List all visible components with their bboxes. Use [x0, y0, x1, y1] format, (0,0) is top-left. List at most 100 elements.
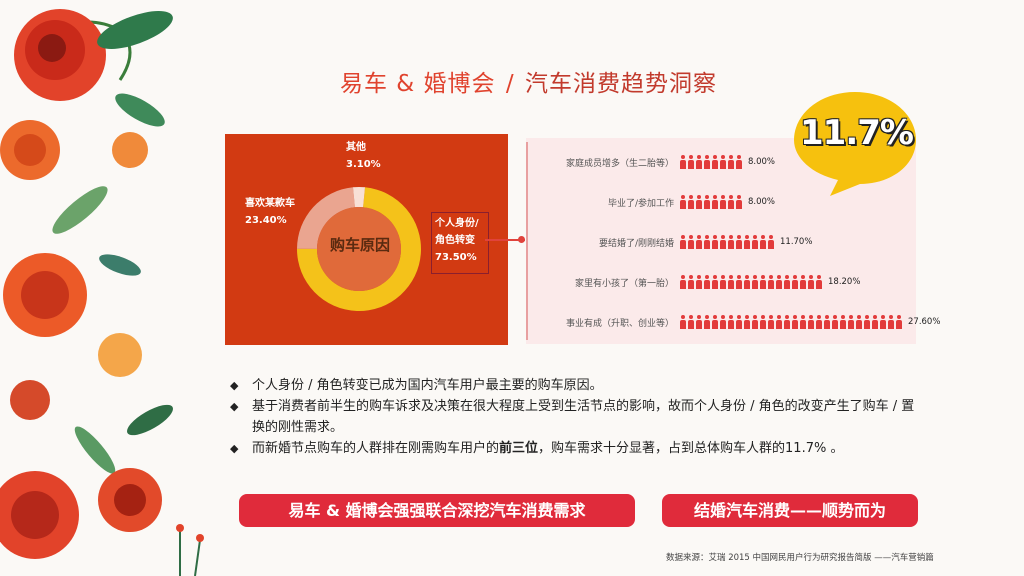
person-icon: [720, 235, 726, 249]
person-icon: [688, 155, 694, 169]
label-identity: 个人身份/ 角色转变 73.50%: [435, 215, 479, 266]
label-like: 喜欢某款车 23.40%: [245, 195, 295, 229]
person-icon: [712, 235, 718, 249]
person-icon: [736, 315, 742, 329]
person-icon: [712, 155, 718, 169]
life-event-label: 毕业了/参加工作: [607, 198, 674, 209]
panel-divider: [526, 142, 528, 340]
person-icon: [768, 235, 774, 249]
person-icon: [864, 315, 870, 329]
bullet-text-1: 个人身份 / 角色转变已成为国内汽车用户最主要的购车原因。: [252, 378, 603, 393]
life-event-row: 家里有小孩了（第一胎） 18.20%: [534, 272, 860, 292]
person-icon: [696, 275, 702, 289]
person-icon: [704, 195, 710, 209]
person-icon: [704, 275, 710, 289]
person-icon: [704, 315, 710, 329]
person-icon: [840, 315, 846, 329]
person-icon: [816, 315, 822, 329]
person-icon: [720, 315, 726, 329]
person-icon: [712, 275, 718, 289]
person-icon: [752, 235, 758, 249]
person-icon: [736, 275, 742, 289]
label-like-value: 23.40%: [245, 215, 287, 226]
person-icon: [728, 235, 734, 249]
life-event-label: 要结婚了/刚刚结婚: [598, 238, 674, 249]
life-event-value: 18.20%: [828, 277, 861, 287]
person-icon: [704, 235, 710, 249]
person-icon: [760, 275, 766, 289]
bubble-value: 11.7%: [800, 113, 914, 153]
person-icon: [792, 275, 798, 289]
life-event-row: 毕业了/参加工作 8.00%: [534, 192, 775, 212]
person-icon: [896, 315, 902, 329]
person-icon: [808, 275, 814, 289]
person-icon: [736, 195, 742, 209]
person-icon: [720, 195, 726, 209]
life-event-label: 家庭成员增多（生二胎等）: [565, 158, 674, 169]
person-icon: [688, 235, 694, 249]
person-icon: [680, 195, 686, 209]
title-brand: 易车 & 婚博会: [340, 71, 496, 97]
bullet-3-post: ，购车需求十分显著，占到总体购车人群的11.7% 。: [538, 441, 844, 456]
diamond-icon: ◆: [230, 442, 239, 455]
life-event-label: 事业有成（升职、创业等）: [565, 318, 674, 329]
person-icon: [752, 275, 758, 289]
person-icon: [744, 275, 750, 289]
person-icon-group: [680, 155, 742, 169]
title-slash: /: [505, 71, 515, 97]
person-icon: [808, 315, 814, 329]
person-icon: [856, 315, 862, 329]
donut-slice-0: [297, 187, 421, 311]
person-icon: [728, 155, 734, 169]
bullet-list: ◆ 个人身份 / 角色转变已成为国内汽车用户最主要的购车原因。 ◆ 基于消费者前…: [230, 375, 920, 459]
person-icon: [816, 275, 822, 289]
person-icon: [680, 315, 686, 329]
label-identity-name2: 角色转变: [435, 235, 475, 246]
person-icon: [824, 315, 830, 329]
donut-hole: [317, 207, 401, 291]
bullet-item: ◆ 而新婚节点购车的人群排在刚需购车用户的前三位，购车需求十分显著，占到总体购车…: [230, 438, 920, 459]
label-other-value: 3.10%: [346, 159, 381, 170]
person-icon-group: [680, 235, 774, 249]
purchase-reason-donut: [297, 187, 421, 311]
person-icon: [760, 315, 766, 329]
person-icon: [696, 155, 702, 169]
person-icon: [704, 155, 710, 169]
purchase-reason-panel: 购车原因 其他 3.10% 喜欢某款车 23.40% 个人身份/ 角色转变 73…: [225, 134, 508, 345]
person-icon: [720, 275, 726, 289]
person-icon: [696, 315, 702, 329]
person-icon: [776, 275, 782, 289]
person-icon: [832, 315, 838, 329]
diamond-icon: ◆: [230, 400, 239, 413]
person-icon: [688, 195, 694, 209]
bullet-text-3: 而新婚节点购车的人群排在刚需购车用户的前三位，购车需求十分显著，占到总体购车人群…: [252, 438, 843, 459]
connector-line: [485, 239, 525, 241]
person-icon: [688, 315, 694, 329]
life-event-value: 11.70%: [780, 237, 813, 247]
person-icon: [888, 315, 894, 329]
person-icon: [872, 315, 878, 329]
life-event-row: 家庭成员增多（生二胎等） 8.00%: [534, 152, 775, 172]
person-icon: [712, 195, 718, 209]
person-icon: [728, 315, 734, 329]
person-icon: [768, 315, 774, 329]
person-icon: [728, 195, 734, 209]
banner-left: 易车 & 婚博会强强联合深挖汽车消费需求: [239, 494, 635, 527]
person-icon: [712, 315, 718, 329]
person-icon: [752, 315, 758, 329]
highlight-bubble: [794, 92, 916, 196]
person-icon: [736, 235, 742, 249]
donut-slice-2: [352, 187, 366, 208]
person-icon: [736, 155, 742, 169]
bullet-item: ◆ 基于消费者前半生的购车诉求及决策在很大程度上受到生活节点的影响，故而个人身份…: [230, 396, 920, 438]
person-icon: [680, 155, 686, 169]
label-identity-name1: 个人身份/: [435, 218, 479, 229]
label-other-name: 其他: [346, 142, 366, 153]
life-event-value: 8.00%: [748, 197, 776, 207]
person-icon: [792, 315, 798, 329]
person-icon: [760, 235, 766, 249]
person-icon: [720, 155, 726, 169]
label-other: 其他 3.10%: [346, 139, 381, 173]
life-event-value: 8.00%: [748, 157, 776, 167]
person-icon-group: [680, 275, 822, 289]
